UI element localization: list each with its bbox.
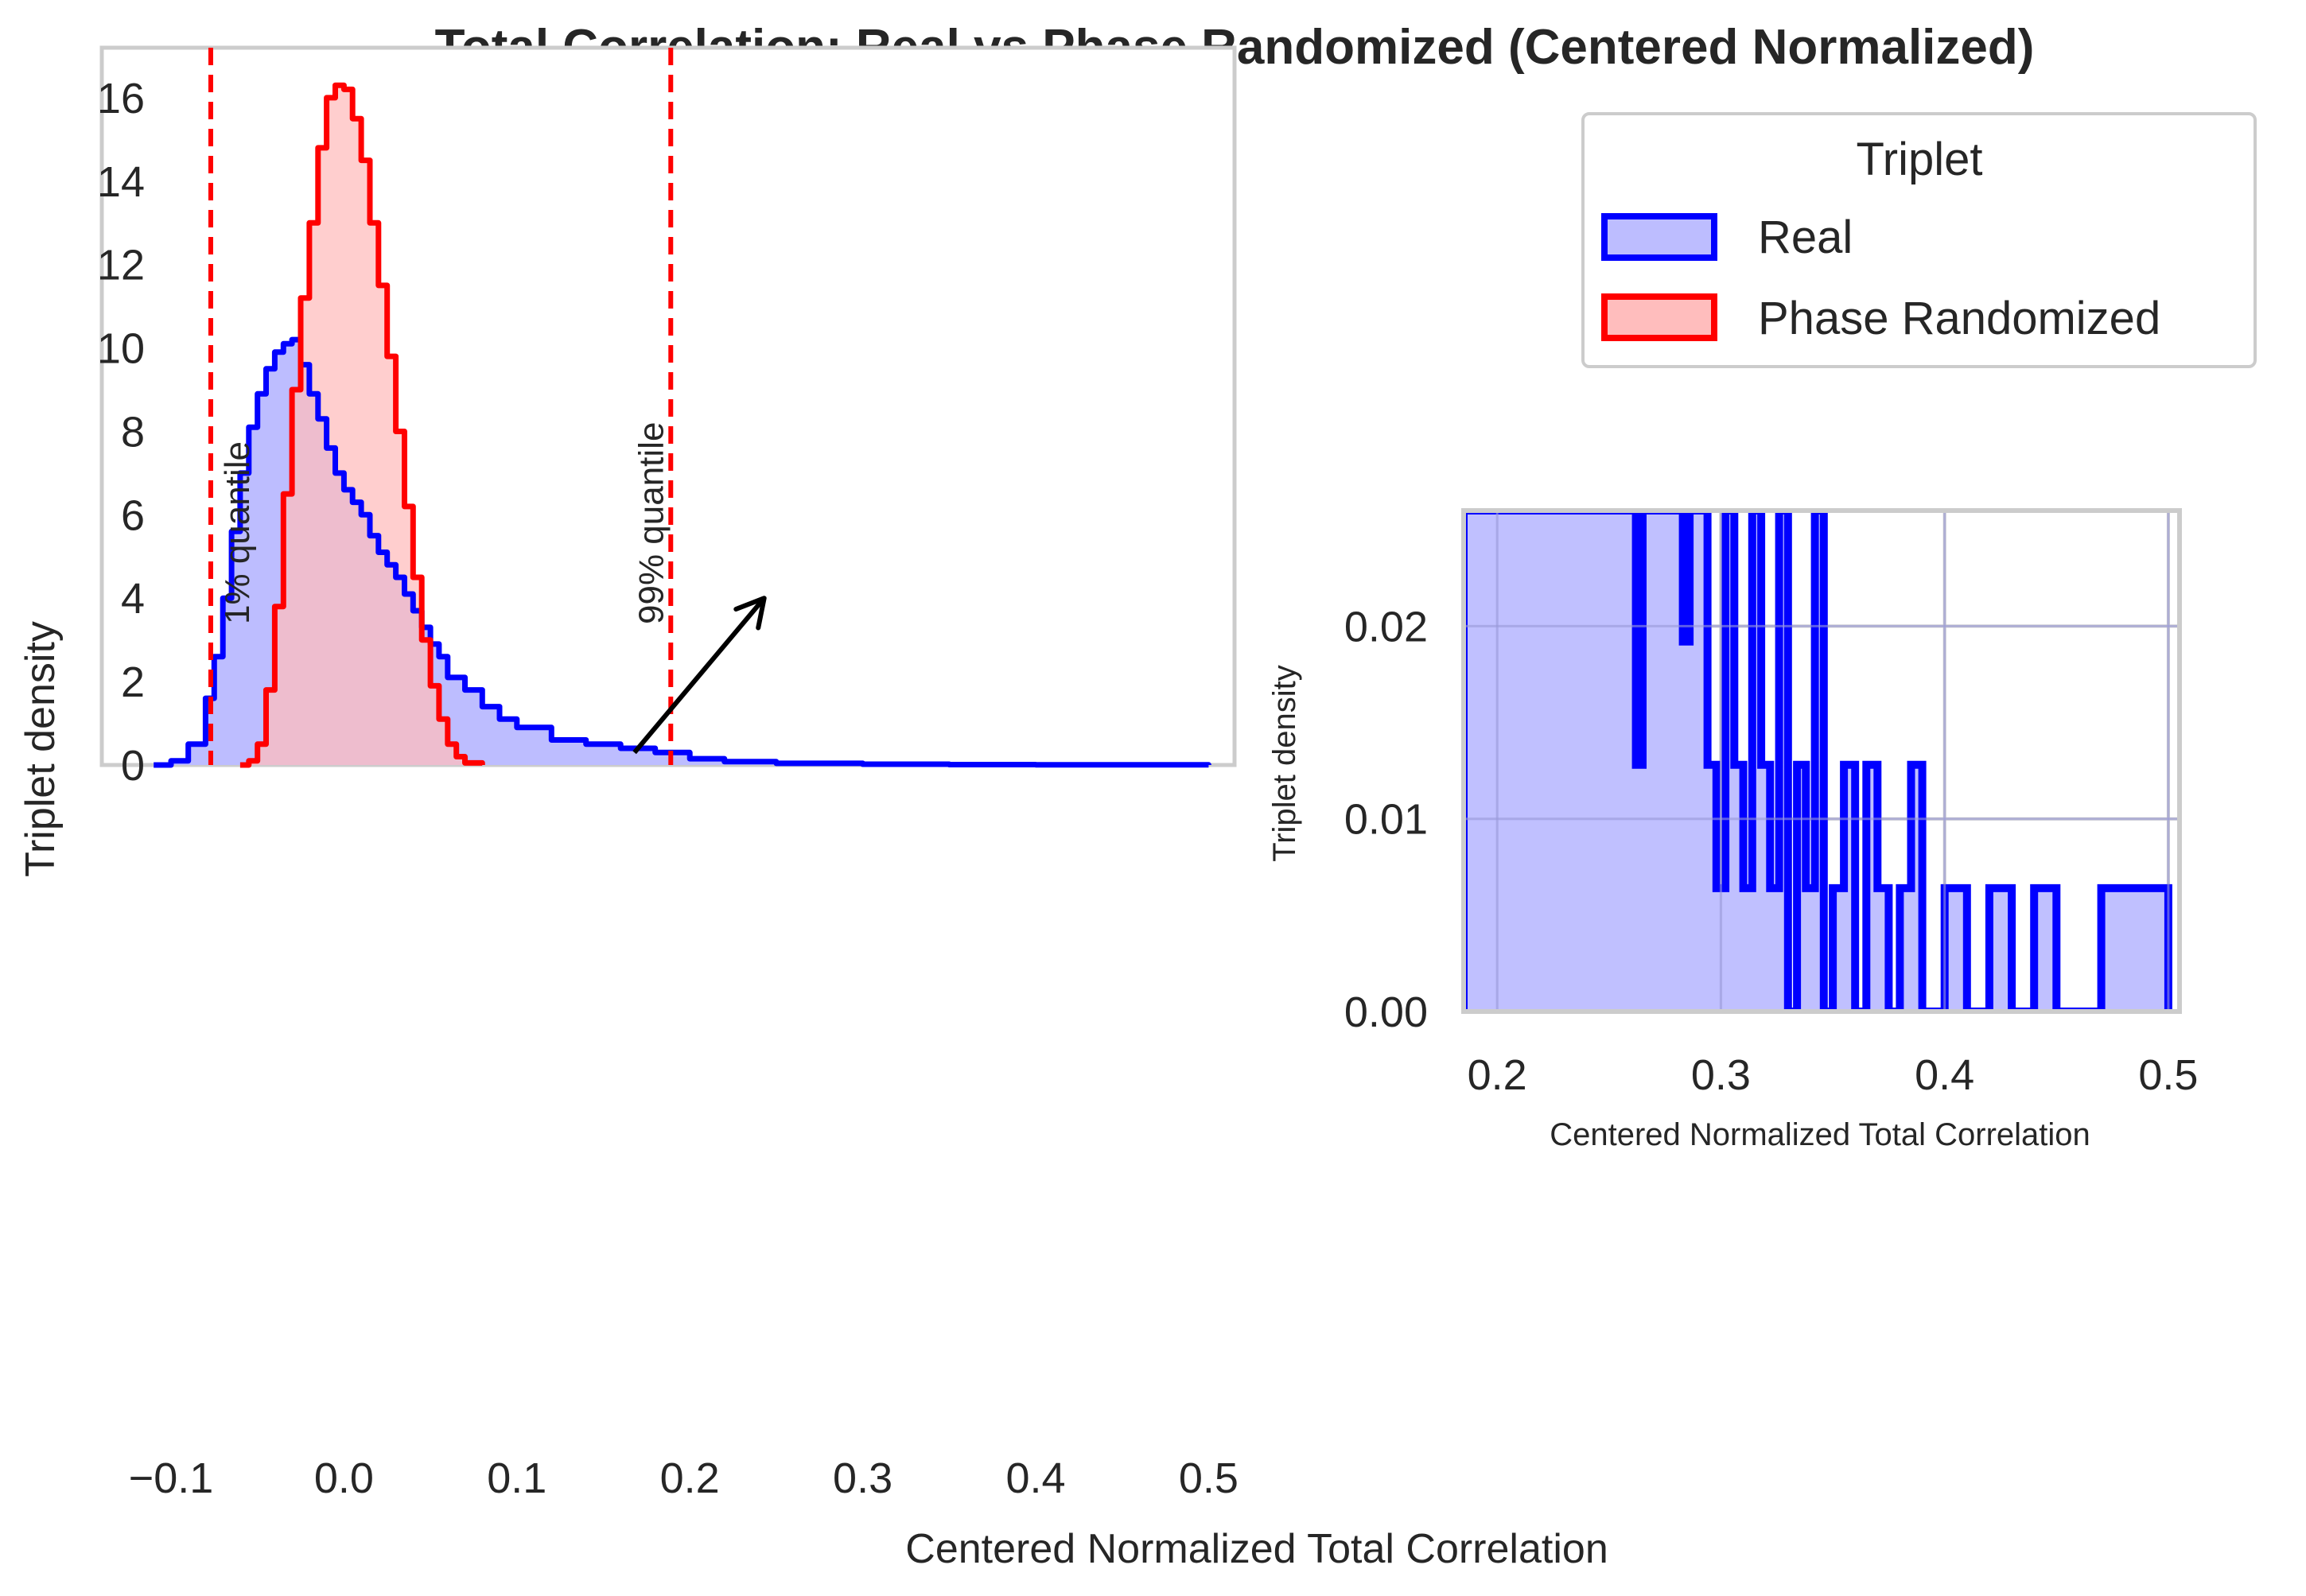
y-tick-label: 14	[97, 158, 145, 206]
series-line-real	[154, 336, 1211, 768]
legend-frame	[1581, 112, 2257, 368]
x-tick-label: 0.5	[1179, 1454, 1239, 1502]
y-tick-label: 0	[121, 742, 145, 790]
y-tick-label: 2	[121, 658, 145, 706]
y-axis-label: Triplet density	[17, 621, 64, 877]
x-axis-label: Centered Normalized Total Correlation	[905, 1526, 1608, 1572]
inset-y-tick-label: 0.00	[1344, 988, 1428, 1036]
inset-x-tick-label: 0.2	[1468, 1051, 1527, 1099]
zoom-arrow-head	[733, 596, 767, 631]
zoom-arrow-shaft	[632, 596, 766, 755]
legend: Triplet Real Phase Randomized	[1581, 112, 2257, 368]
series-line-phase-randomized	[239, 82, 485, 768]
inset-x-tick-label: 0.4	[1915, 1051, 1974, 1099]
main-plot-area: 1% quantile 99% quantile −0.1 0.0 0.1 0.2 0.3 0…	[97, 45, 1239, 1502]
x-tick-label: 0.4	[1005, 1454, 1065, 1502]
y-tick-label: 6	[121, 491, 145, 539]
reference-line-label-2: 99% quantile	[632, 422, 671, 624]
inset-x-axis-label: Centered Normalized Total Correlation	[1550, 1117, 2090, 1152]
inset-x-tick-label: 0.3	[1691, 1051, 1751, 1099]
y-tick-label: 16	[97, 75, 145, 122]
x-tick-label: 0.3	[833, 1454, 892, 1502]
inset-plot-border	[1461, 508, 2182, 1014]
y-tick-label: 8	[121, 408, 145, 456]
inset-series-group	[1464, 511, 2172, 1012]
inset-y-tick-label: 0.01	[1344, 796, 1428, 844]
legend-label-phase-randomized: Phase Randomized	[1758, 293, 2160, 344]
y-tick-label: 10	[97, 325, 145, 373]
legend-swatch-phase-randomized	[1601, 293, 1717, 341]
x-tick-label: 0.2	[660, 1454, 720, 1502]
inset-plot-area: 0.2 0.3 0.4 0.5 0.00 0.01 0.02	[1344, 508, 2198, 1099]
inset-y-tick-label: 0.02	[1344, 603, 1428, 650]
inset-series-line-real	[1464, 511, 2172, 1012]
x-tick-label: −0.1	[129, 1454, 214, 1502]
inset-x-tick-label: 0.5	[2138, 1051, 2198, 1099]
y-tick-label: 4	[121, 575, 145, 623]
x-tick-label: 0.1	[487, 1454, 546, 1502]
inset-y-axis-label: Triplet density	[1267, 665, 1302, 862]
legend-label-real: Real	[1758, 212, 1853, 263]
y-tick-label: 12	[97, 242, 145, 289]
x-tick-label: 0.0	[314, 1454, 374, 1502]
legend-title: Triplet	[1857, 134, 1983, 185]
reference-line-label-1: 1% quantile	[218, 441, 257, 624]
legend-swatch-real	[1601, 213, 1717, 261]
